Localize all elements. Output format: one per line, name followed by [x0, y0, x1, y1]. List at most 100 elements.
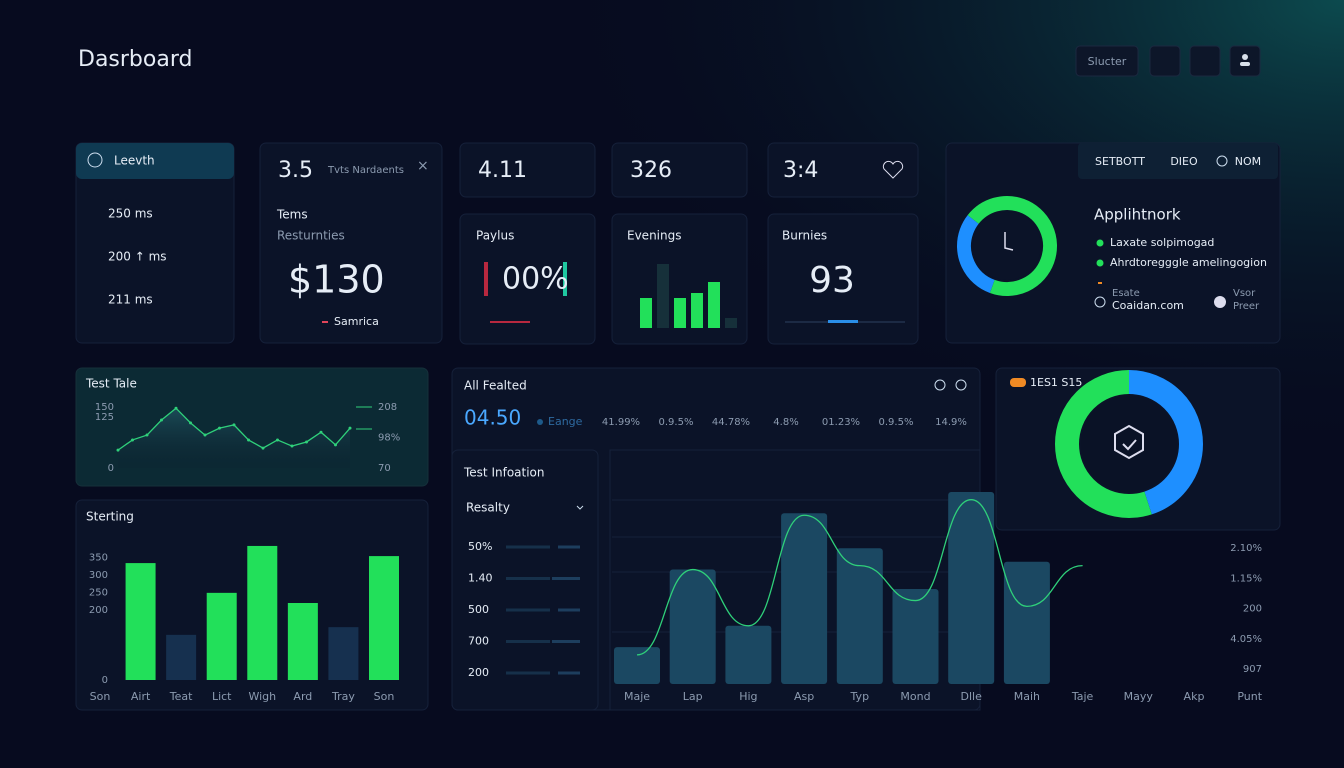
card: [767, 213, 919, 345]
column-label: 01.23%: [822, 417, 860, 428]
area: [118, 408, 350, 468]
point: [276, 438, 279, 442]
x-tick-label: Mayy: [1124, 690, 1154, 703]
x-tick-label: Typ: [850, 690, 870, 703]
card-value: 4.11: [478, 158, 527, 183]
point: [232, 423, 236, 427]
icon-button[interactable]: [1149, 45, 1181, 77]
row-label: 200: [468, 666, 489, 679]
bar: [725, 318, 737, 328]
right-label: 2.10%: [1230, 543, 1262, 554]
x-tick-label: Tray: [331, 690, 355, 703]
legend-item: Eange: [548, 415, 583, 428]
card-value: 3:4: [783, 158, 818, 183]
dropdown[interactable]: Resalty: [466, 501, 510, 515]
search-label: Slucter: [1088, 55, 1127, 68]
point: [203, 433, 207, 437]
card: [767, 142, 919, 198]
sidebar-item[interactable]: 250 ms: [108, 207, 153, 221]
x-tick-label: Akp: [1184, 690, 1205, 703]
legend-swatch: [322, 321, 328, 323]
row-label: 50%: [468, 540, 492, 553]
x-tick-label: Teat: [169, 690, 193, 703]
bar: [725, 625, 772, 684]
footer-text: Preer: [1233, 301, 1260, 312]
right-label: 4.05%: [1230, 634, 1262, 645]
tab[interactable]: NOM: [1235, 155, 1261, 168]
column-label: 14.9%: [935, 417, 967, 428]
card-note: Tvts Nardaents: [327, 165, 404, 176]
legend-item: Ahrdtoregggle amelingogion: [1110, 256, 1267, 269]
column-label: 0.9.5%: [879, 417, 914, 428]
card-footer: Samrica: [334, 315, 379, 328]
bar: [247, 545, 278, 680]
user-button[interactable]: [1229, 45, 1261, 77]
bar: [657, 264, 669, 328]
right-label: 208: [378, 402, 397, 413]
accent-bar: [563, 262, 567, 296]
panel-title: Test Tale: [85, 377, 137, 391]
heart-icon[interactable]: [882, 160, 904, 179]
x-tick-label: Hig: [739, 690, 757, 703]
x-tick-label: Lict: [212, 690, 232, 703]
close-icon[interactable]: ×: [417, 158, 429, 174]
bar: [708, 282, 720, 328]
user-icon: [1240, 62, 1250, 66]
panel-title: Applihtnork: [1094, 206, 1181, 224]
row-bar: [558, 608, 580, 612]
bar: [1003, 561, 1050, 684]
tab[interactable]: SETBOTT: [1095, 155, 1145, 168]
clock-hand: [1004, 232, 1014, 251]
column-label: 4.8%: [773, 417, 798, 428]
card: [459, 142, 596, 198]
bar: [369, 556, 399, 680]
point: [334, 443, 337, 447]
point: [174, 406, 178, 410]
tab[interactable]: DIEO: [1170, 155, 1198, 168]
footer-icon: [1214, 296, 1226, 308]
x-tick-label: Maje: [624, 690, 650, 703]
legend-dot: [537, 419, 543, 425]
icon-button[interactable]: [1189, 45, 1221, 77]
row-bar: [506, 671, 550, 675]
bar: [125, 563, 156, 680]
x-tick-label: Dlle: [961, 690, 983, 703]
line: [636, 499, 1083, 656]
row-bar: [506, 640, 550, 643]
icon[interactable]: [955, 379, 967, 391]
x-tick-label: Mond: [900, 690, 930, 703]
row-label: 700: [468, 635, 489, 648]
y-tick-label: 350: [89, 553, 108, 564]
y-tick-label: 125: [95, 412, 114, 423]
row-bar: [506, 577, 550, 580]
point: [131, 438, 134, 442]
sidebar-select[interactable]: [76, 143, 234, 179]
point: [319, 430, 323, 434]
panel-title: All Fealted: [464, 379, 527, 393]
card-label: Evenings: [627, 229, 681, 243]
bar: [892, 588, 939, 684]
search-button[interactable]: [1075, 45, 1139, 77]
y-tick-label: 200: [89, 605, 108, 616]
x-tick-label: Maih: [1014, 690, 1040, 703]
select-label: Leevth: [114, 154, 155, 168]
card-label: Tems: [276, 208, 308, 222]
icon[interactable]: [934, 379, 946, 391]
footer-icon: [1094, 296, 1106, 308]
point: [290, 444, 294, 448]
right-label: 98%: [378, 433, 400, 444]
point: [116, 448, 120, 452]
card: [459, 213, 596, 345]
row-label: 500: [468, 603, 489, 616]
tabs: [1078, 143, 1278, 179]
x-tick-label: Lap: [683, 690, 703, 703]
card-big: 00%: [502, 262, 569, 297]
sidebar-item[interactable]: 200 ↑ ms: [108, 250, 167, 264]
legend-swatch: [1010, 378, 1026, 387]
bar: [166, 634, 197, 680]
footer-text: Vsor: [1233, 288, 1256, 299]
right-label: 1.15%: [1230, 573, 1262, 584]
sidebar-item[interactable]: 211 ms: [108, 293, 153, 307]
column-label: 44.78%: [712, 417, 750, 428]
